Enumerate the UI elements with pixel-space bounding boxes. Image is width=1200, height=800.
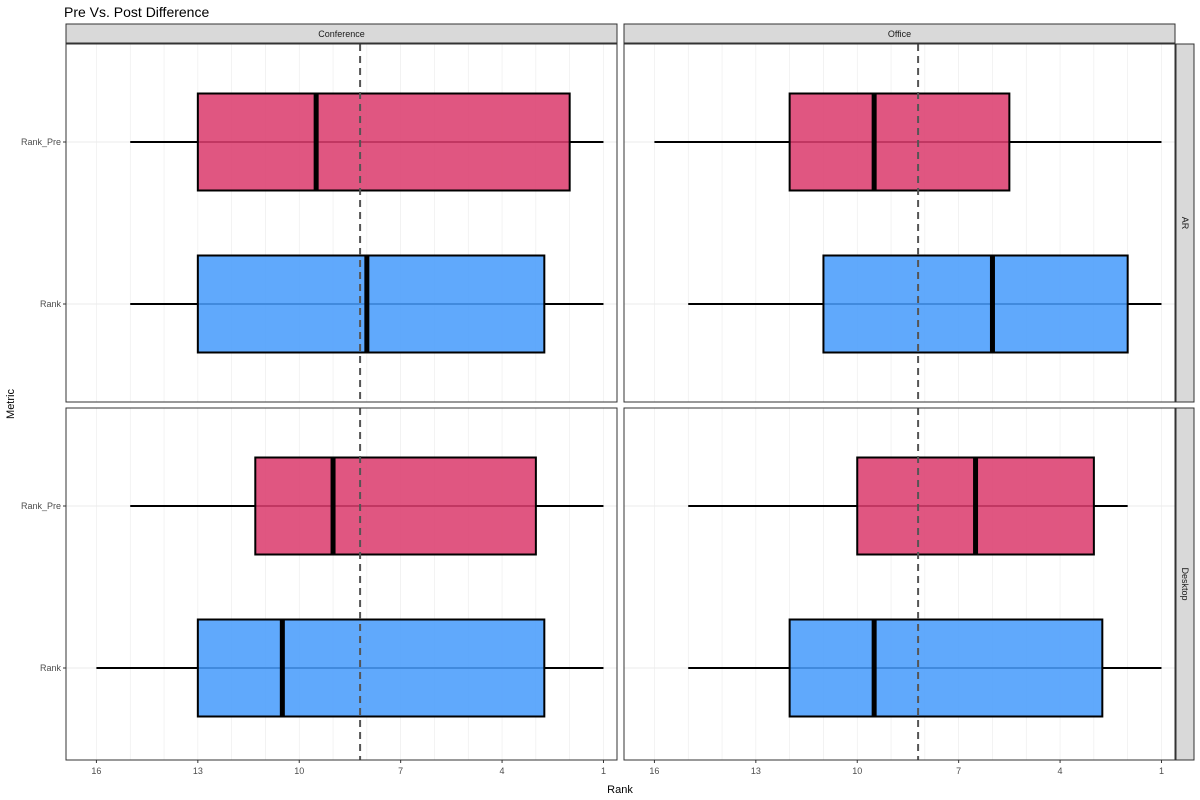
row-strip-label: Desktop bbox=[1180, 567, 1190, 600]
row-strip bbox=[1175, 407, 1195, 761]
facet-panel: 16 13 10 7 4 1 bbox=[623, 407, 1176, 776]
x-tick-label: 1 bbox=[601, 766, 606, 776]
panel-border bbox=[65, 43, 618, 403]
chart-title: Pre Vs. Post Difference bbox=[64, 4, 209, 20]
x-tick-label: 13 bbox=[193, 766, 203, 776]
y-axis-title: Metric bbox=[5, 389, 17, 419]
facet-panel bbox=[623, 43, 1176, 403]
x-tick-label: 10 bbox=[852, 766, 862, 776]
x-tick-label: 16 bbox=[649, 766, 659, 776]
x-tick-label: 4 bbox=[500, 766, 505, 776]
row-strip bbox=[1175, 43, 1195, 403]
facet-panels: Conference OfficeARDesktopRank_PreRankRan… bbox=[21, 23, 1195, 776]
box-body bbox=[196, 618, 546, 718]
box-body bbox=[788, 618, 1104, 718]
box-body bbox=[822, 254, 1129, 354]
column-strip bbox=[623, 23, 1176, 44]
y-tick-label: Rank_Pre bbox=[21, 501, 61, 511]
box-body bbox=[196, 92, 571, 192]
facet-panel: Rank_Pre Rank 16 13 10 7 4 1 bbox=[21, 407, 618, 776]
panel-border bbox=[623, 407, 1176, 761]
x-tick-label: 7 bbox=[956, 766, 961, 776]
x-tick-label: 4 bbox=[1058, 766, 1063, 776]
x-tick-label: 16 bbox=[91, 766, 101, 776]
box-body bbox=[254, 456, 537, 556]
x-tick-label: 1 bbox=[1159, 766, 1164, 776]
row-strip-label: AR bbox=[1180, 217, 1190, 230]
x-tick-label: 10 bbox=[294, 766, 304, 776]
panel-border bbox=[65, 407, 618, 761]
y-tick-label: Rank bbox=[40, 299, 62, 309]
facet-panel: Rank_Pre Rank bbox=[21, 43, 618, 403]
y-tick-label: Rank_Pre bbox=[21, 137, 61, 147]
box-body bbox=[196, 254, 546, 354]
column-strip bbox=[65, 23, 618, 44]
x-axis-title: Rank bbox=[607, 784, 633, 796]
x-tick-label: 13 bbox=[751, 766, 761, 776]
column-strip-label: Office bbox=[888, 29, 911, 39]
box-body bbox=[788, 92, 1011, 192]
panel-border bbox=[623, 43, 1176, 403]
x-tick-label: 7 bbox=[398, 766, 403, 776]
column-strip-label: Conference bbox=[318, 29, 365, 39]
y-tick-label: Rank bbox=[40, 663, 62, 673]
